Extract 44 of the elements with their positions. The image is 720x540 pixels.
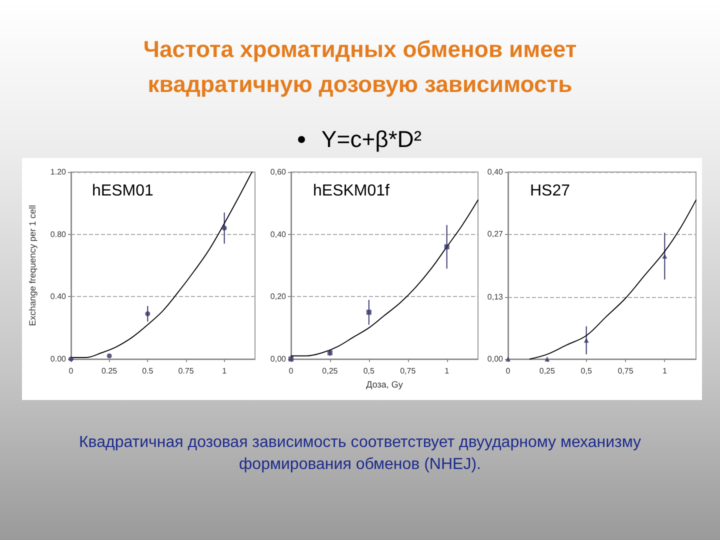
point <box>584 338 589 343</box>
x-tick-label: 0.25 <box>102 366 118 376</box>
y-tick-label: 0.40 <box>50 292 67 302</box>
y-tick-label: 0,00 <box>270 354 287 364</box>
point <box>222 226 227 231</box>
line-series <box>529 200 696 360</box>
x-tick-label: 0 <box>288 366 294 376</box>
text: Частота хроматидных обменов имеет квадратичную дозовую зависимость <box>142 35 578 99</box>
x-axis-title: Доза, Gy <box>366 379 404 390</box>
text: Y=c+β*D² <box>321 125 422 154</box>
x-tick-label: 1 <box>222 366 228 376</box>
point <box>366 310 372 315</box>
text: Квадратичная дозовая зависимость соответствует двуударному механизму формирования обменов (NHEJ). <box>78 433 642 475</box>
point <box>106 353 112 358</box>
text: HS27 <box>530 182 570 200</box>
y-tick-label: 0.00 <box>50 354 67 364</box>
x-tick-label: 0.75 <box>178 366 194 376</box>
text: hESM01 <box>92 182 154 200</box>
y-tick-label: 0,60 <box>270 168 287 176</box>
point <box>544 356 550 362</box>
text: hESKM01f <box>313 182 390 200</box>
y-tick-label: 0,40 <box>270 230 287 239</box>
y-axis-title: Exchange frequency per 1 cell <box>28 204 38 326</box>
point <box>662 254 668 259</box>
x-tick-label: 1 <box>444 366 450 376</box>
point <box>444 244 450 250</box>
y-tick-label: 0,00 <box>487 354 504 364</box>
y-tick-label: 1.20 <box>50 168 67 176</box>
y-tick-label: 0,20 <box>270 292 287 302</box>
x-tick-label: 0,5 <box>580 366 592 376</box>
x-tick-label: 0 <box>68 366 74 376</box>
x-tick-label: 0,5 <box>363 366 376 376</box>
x-tick-label: 0,75 <box>618 366 634 376</box>
y-tick-label: 0,13 <box>487 292 504 302</box>
y-tick-label: 0,27 <box>487 230 504 239</box>
y-tick-label: 0,40 <box>487 168 504 176</box>
x-tick-label: 0.5 <box>142 366 154 376</box>
y-tick-label: 0.80 <box>50 230 67 239</box>
x-tick-label: 0,25 <box>322 366 338 376</box>
x-tick-label: 0,25 <box>539 366 556 376</box>
x-tick-label: 0 <box>506 366 511 376</box>
point <box>145 311 150 316</box>
x-tick-label: 0,75 <box>400 366 416 376</box>
x-tick-label: 1 <box>662 366 668 376</box>
